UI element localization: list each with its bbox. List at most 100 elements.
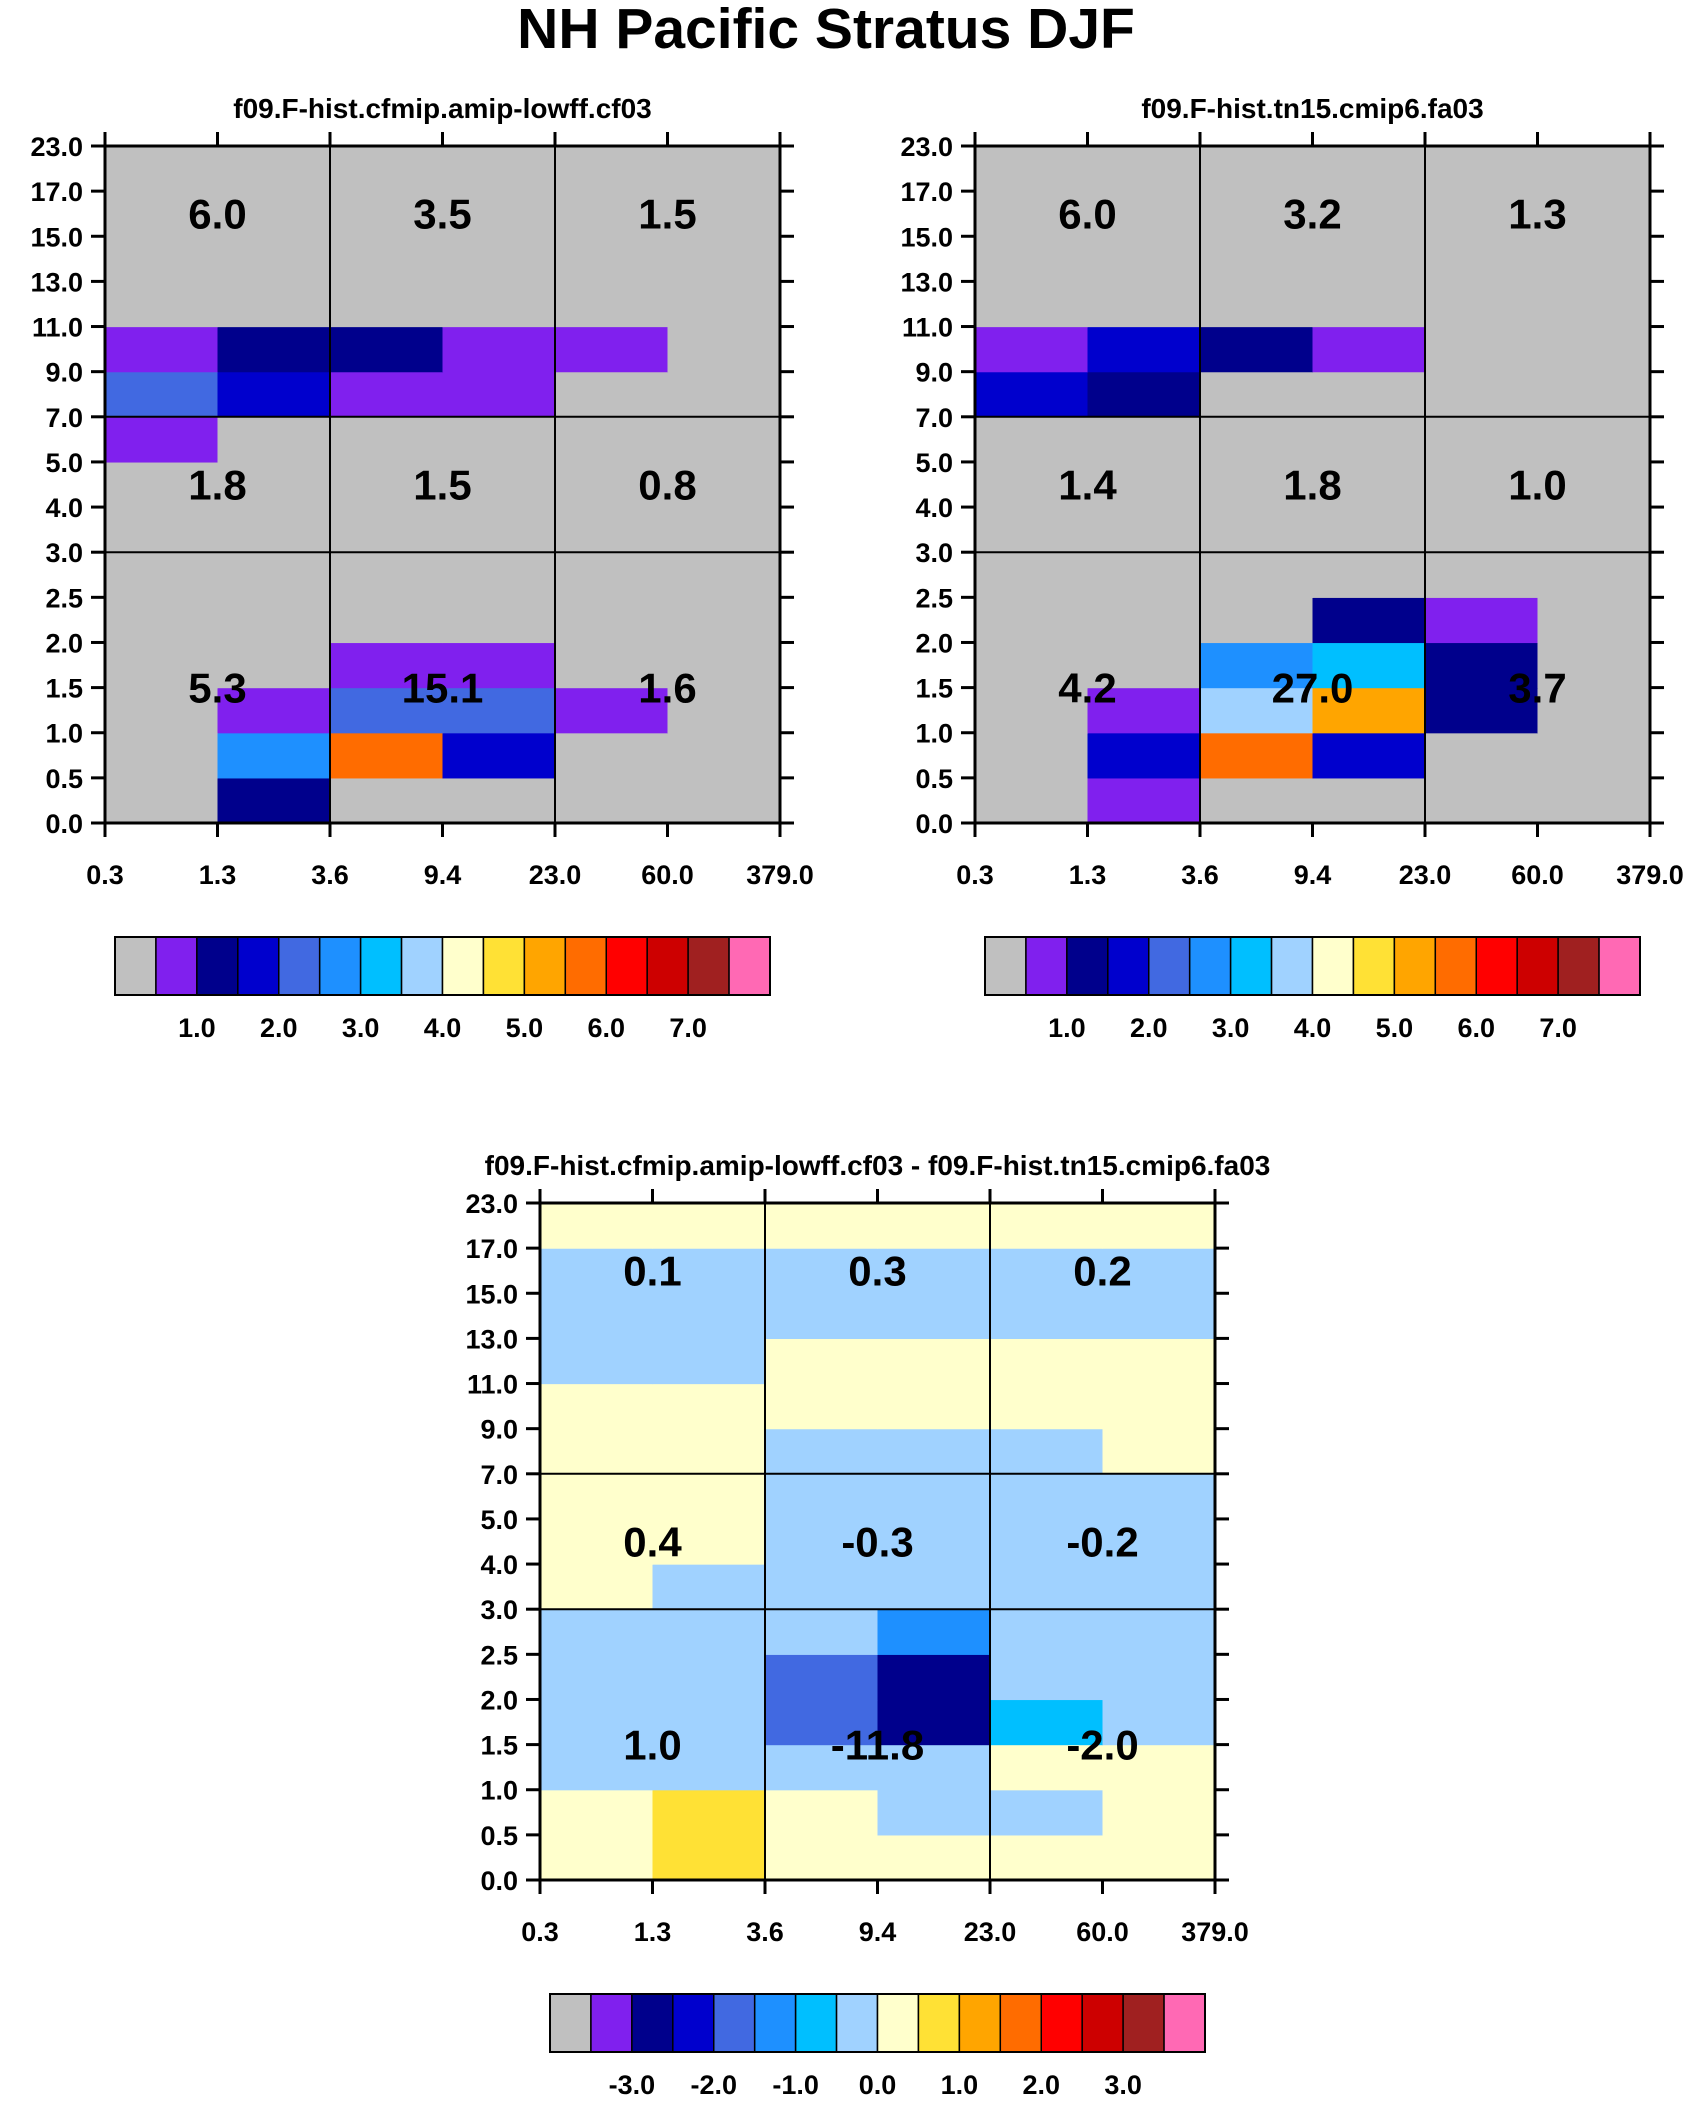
- heatmap-cell: [975, 146, 1089, 192]
- heatmap-cell: [877, 1518, 991, 1565]
- heatmap-cell: [1425, 371, 1539, 418]
- x-tick-label: 379.0: [1616, 860, 1684, 890]
- colorbar-swatch: [1148, 936, 1191, 996]
- heatmap-cell: [1102, 1518, 1216, 1565]
- heatmap-cell: [1200, 416, 1314, 463]
- heatmap-cell: [1087, 597, 1201, 644]
- heatmap-cell: [555, 777, 669, 824]
- heatmap-cell: [990, 1564, 1104, 1610]
- colorbar-swatch: [1393, 936, 1437, 996]
- colorbar-swatch: [237, 936, 280, 996]
- colorbar-swatch: [753, 1993, 797, 2053]
- heatmap-cell: [1102, 1564, 1216, 1610]
- heatmap-cell: [652, 1248, 766, 1294]
- colorbar-swatch: [672, 1993, 715, 2053]
- heatmap-cell: [540, 1248, 654, 1294]
- heatmap-cell: [667, 552, 781, 598]
- heatmap-cell: [877, 1789, 991, 1836]
- heatmap-cell: [330, 416, 444, 463]
- heatmap-cell: [1087, 507, 1201, 553]
- heatmap-cell: [990, 1293, 1104, 1339]
- heatmap-cell: [1087, 146, 1201, 192]
- heatmap-cell: [1312, 597, 1426, 644]
- heatmap-cell: [877, 1744, 991, 1791]
- colorbar-swatch: [318, 936, 362, 996]
- y-tick-label: 17.0: [465, 1234, 518, 1264]
- heatmap-cell: [765, 1473, 879, 1520]
- x-tick-label: 9.4: [424, 860, 462, 890]
- heatmap-cell: [765, 1789, 879, 1836]
- colorbar-swatch: [114, 936, 157, 996]
- block-value-label: 3.7: [1508, 665, 1566, 712]
- heatmap-cell: [652, 1699, 766, 1746]
- heatmap-cell: [555, 642, 669, 689]
- x-tick-label: 0.3: [86, 860, 124, 890]
- block-value-label: -2.0: [1066, 1722, 1138, 1769]
- y-tick-label: 0.0: [45, 809, 83, 839]
- heatmap-cell: [1425, 507, 1539, 553]
- colorbar-label: -2.0: [690, 2070, 737, 2100]
- colorbar-swatch: [400, 936, 444, 996]
- heatmap-cell: [1087, 687, 1201, 734]
- heatmap-cell: [105, 371, 219, 418]
- heatmap-cell: [1312, 732, 1426, 779]
- colorbar-frame: [114, 936, 771, 996]
- y-tick-label: 2.5: [915, 583, 953, 613]
- heatmap-cell: [975, 326, 1089, 373]
- colorbar-label: 5.0: [506, 1013, 544, 1043]
- colorbar-label: 1.0: [1048, 1013, 1086, 1043]
- block-value-label: 1.8: [188, 462, 246, 509]
- heatmap-cell: [1312, 416, 1426, 463]
- heatmap-cell: [217, 236, 331, 282]
- heatmap-cell: [877, 1248, 991, 1294]
- colorbar-swatch: [631, 1993, 674, 2053]
- y-tick-label: 1.0: [915, 719, 953, 749]
- colorbar-swatch: [482, 936, 526, 996]
- heatmap-cell: [990, 1744, 1104, 1791]
- block-value-label: 1.5: [413, 462, 471, 509]
- heatmap-cell: [667, 416, 781, 463]
- heatmap-cell: [765, 1428, 879, 1475]
- x-tick-label: 60.0: [641, 860, 694, 890]
- colorbar-swatch: [917, 1993, 961, 2053]
- heatmap-cell: [217, 777, 331, 824]
- heatmap-cell: [1537, 371, 1651, 418]
- y-tick-label: 11.0: [902, 313, 953, 343]
- heatmap-cell: [667, 146, 781, 192]
- heatmap-cell: [1200, 326, 1314, 373]
- heatmap-cell: [1087, 732, 1201, 779]
- heatmap-cell: [1102, 1383, 1216, 1430]
- heatmap-cell: [105, 281, 219, 328]
- y-tick-label: 1.0: [480, 1776, 518, 1806]
- colorbar-swatch: [1188, 936, 1232, 996]
- heatmap-cell: [765, 1699, 879, 1746]
- heatmap-cell: [765, 1518, 879, 1565]
- heatmap-cell: [1200, 191, 1314, 237]
- heatmap-cell: [330, 507, 444, 553]
- y-tick-label: 0.5: [915, 764, 953, 794]
- x-tick-label: 23.0: [529, 860, 582, 890]
- x-tick-label: 379.0: [1181, 1917, 1249, 1947]
- heatmap-cell: [330, 236, 444, 282]
- heatmap-cell: [1537, 687, 1651, 734]
- heatmap-cell: [877, 1834, 991, 1881]
- heatmap-cell: [990, 1518, 1104, 1565]
- heatmap-cell: [1537, 507, 1651, 553]
- heatmap-cell: [442, 236, 556, 282]
- heatmap-cell: [652, 1428, 766, 1475]
- heatmap-cell: [1200, 777, 1314, 824]
- heatmap-cell: [442, 507, 556, 553]
- y-tick-label: 4.0: [45, 493, 83, 523]
- heatmap-cell: [765, 1383, 879, 1430]
- colorbar-swatch: [1040, 1993, 1083, 2053]
- x-tick-label: 1.3: [199, 860, 237, 890]
- heatmap-cell: [975, 552, 1089, 598]
- heatmap-cell: [330, 687, 444, 734]
- heatmap-cell: [330, 191, 444, 237]
- x-tick-label: 23.0: [964, 1917, 1017, 1947]
- heatmap-cell: [652, 1654, 766, 1701]
- heatmap-cell: [877, 1609, 991, 1655]
- y-tick-label: 13.0: [900, 267, 953, 297]
- panels: 0.3 1.3 3.6 9.4 23.0 60.0 379.0 0.0 0.5 1.0 1.5 2.0…: [30, 93, 1683, 2100]
- heatmap-cell: [975, 507, 1089, 553]
